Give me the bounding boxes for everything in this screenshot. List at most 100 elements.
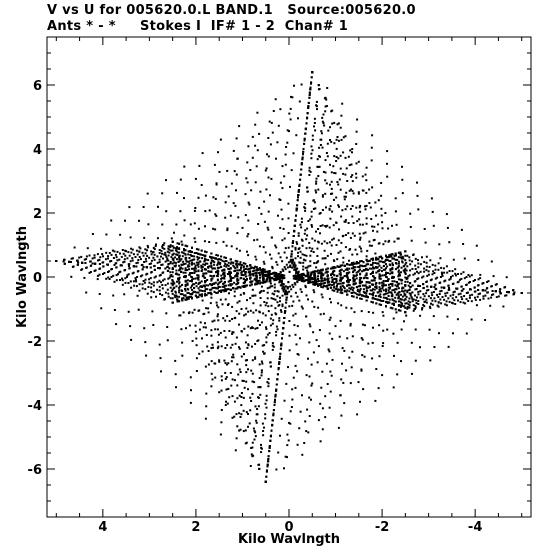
uv-point [498, 290, 501, 293]
uv-point [396, 237, 399, 240]
uv-point [382, 284, 385, 287]
uv-point [437, 305, 440, 308]
uv-point [223, 269, 226, 272]
uv-point [223, 260, 226, 263]
uv-point [326, 87, 329, 89]
uv-point [180, 270, 183, 273]
uv-point [210, 264, 213, 267]
uv-point [484, 319, 487, 321]
uv-point [194, 290, 196, 293]
uv-point [371, 225, 374, 228]
uv-point [513, 291, 516, 294]
uv-point [322, 282, 325, 285]
uv-point [200, 249, 203, 252]
uv-point [269, 278, 271, 281]
uv-point [242, 396, 245, 399]
uv-point [363, 265, 366, 268]
uv-point [169, 297, 172, 300]
uv-point [371, 357, 374, 360]
uv-point [331, 238, 334, 241]
uv-point [122, 261, 125, 264]
uv-point [209, 256, 212, 258]
uv-point [405, 269, 408, 272]
uv-point [239, 416, 242, 418]
uv-point [193, 252, 196, 254]
uv-point [304, 286, 307, 289]
uv-point [185, 327, 187, 330]
uv-point [344, 135, 347, 138]
uv-point [492, 275, 495, 278]
uv-point [232, 264, 235, 267]
uv-point [170, 282, 173, 285]
uv-point [330, 187, 333, 190]
uv-point [276, 263, 279, 266]
uv-point [465, 332, 468, 335]
uv-point [406, 306, 409, 309]
uv-point [171, 288, 174, 291]
uv-point [245, 275, 248, 278]
uv-point [142, 266, 145, 268]
uv-point [347, 284, 350, 286]
uv-point [199, 321, 202, 324]
uv-point [331, 281, 334, 283]
uv-point [451, 297, 454, 300]
uv-point [223, 277, 225, 280]
uv-point [223, 264, 226, 267]
uv-point [270, 257, 273, 260]
uv-point [172, 282, 175, 285]
uv-point [271, 131, 274, 134]
uv-point [355, 162, 358, 165]
uv-point [236, 157, 239, 160]
uv-point [250, 283, 253, 286]
uv-point [157, 205, 159, 208]
uv-point [204, 294, 206, 297]
uv-point [317, 84, 320, 86]
uv-point [129, 280, 132, 283]
uv-point [142, 206, 145, 208]
uv-point [345, 167, 348, 170]
uv-point [251, 326, 254, 329]
uv-point [263, 281, 266, 283]
uv-point [400, 360, 402, 363]
uv-point [317, 166, 320, 168]
uv-point [231, 416, 234, 419]
uv-point [169, 286, 172, 289]
uv-point [486, 291, 489, 294]
uv-point [279, 296, 281, 299]
uv-point [127, 282, 130, 284]
uv-point [208, 241, 211, 243]
uv-point [404, 306, 407, 309]
uv-point [277, 368, 280, 371]
uv-point [354, 282, 357, 285]
uv-point [320, 130, 323, 133]
uv-point [245, 177, 248, 180]
uv-point [329, 183, 331, 186]
uv-point [286, 266, 289, 269]
uv-point [358, 266, 361, 269]
uv-point [148, 256, 151, 259]
uv-point [297, 189, 300, 191]
uv-point [214, 281, 217, 284]
uv-point [292, 300, 295, 303]
uv-point [417, 293, 420, 296]
uv-point [295, 209, 298, 212]
uv-point [333, 155, 336, 158]
uv-point [292, 152, 295, 155]
uv-point [307, 265, 310, 268]
uv-point [251, 280, 254, 283]
uv-point [459, 278, 461, 281]
uv-point [367, 296, 369, 299]
uv-point [212, 256, 215, 259]
uv-point [252, 311, 255, 314]
uv-point [460, 289, 463, 292]
uv-point [382, 293, 385, 296]
uv-point [357, 192, 360, 195]
uv-point [176, 254, 179, 256]
uv-point [154, 268, 156, 271]
uv-point [183, 165, 186, 168]
uv-point [167, 245, 170, 248]
uv-point [267, 455, 270, 458]
uv-point [382, 268, 385, 271]
uv-point [352, 278, 355, 281]
uv-point [341, 282, 344, 285]
